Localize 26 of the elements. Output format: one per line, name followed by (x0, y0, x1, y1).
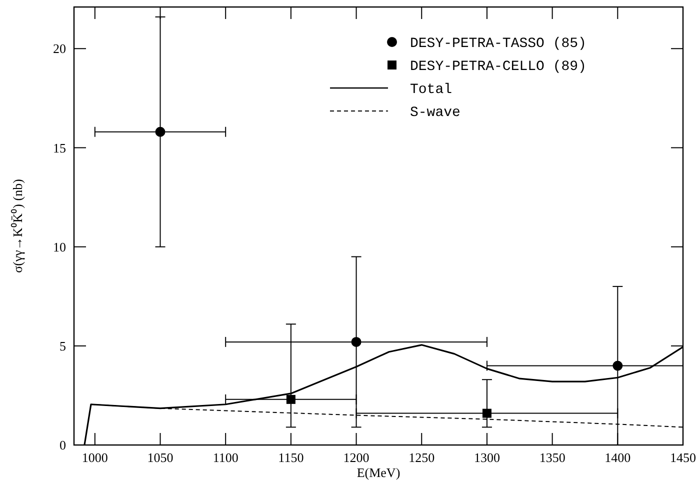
point (155, 126, 166, 137)
x-tick-label: 1150 (278, 450, 304, 465)
y-axis-title: σ(γγ→K⁰K̄⁰) (nb) (10, 179, 25, 273)
point (612, 360, 623, 371)
y-tick-label: 20 (53, 41, 66, 56)
legend-label: S-wave (410, 104, 460, 121)
x-tick-label: 1200 (343, 450, 370, 465)
x-tick-label: 1450 (670, 450, 696, 465)
x-axis-title: E(MeV) (356, 465, 400, 480)
point (482, 408, 492, 418)
y-tick-label: 5 (60, 338, 66, 354)
y-tick-label: 15 (53, 140, 66, 156)
x-tick-label: 1000 (82, 450, 108, 465)
point (286, 394, 296, 404)
x-tick-label: 1250 (408, 450, 435, 465)
x-tick-label: 1350 (539, 450, 566, 465)
x-tick-label: 1400 (604, 450, 631, 465)
legend-label: DESY-PETRA-CELLO (89) (410, 58, 586, 75)
x-tick-label: 1100 (212, 450, 238, 465)
y-tick-label: 0 (60, 438, 66, 453)
legend-label: DESY-PETRA-TASSO (85) (410, 36, 586, 52)
x-tick-label: 1300 (474, 450, 500, 465)
x-tick-label: 1050 (147, 450, 174, 465)
legend-label: Total (410, 82, 452, 98)
y-tick-label: 10 (53, 239, 66, 254)
point (351, 336, 362, 347)
